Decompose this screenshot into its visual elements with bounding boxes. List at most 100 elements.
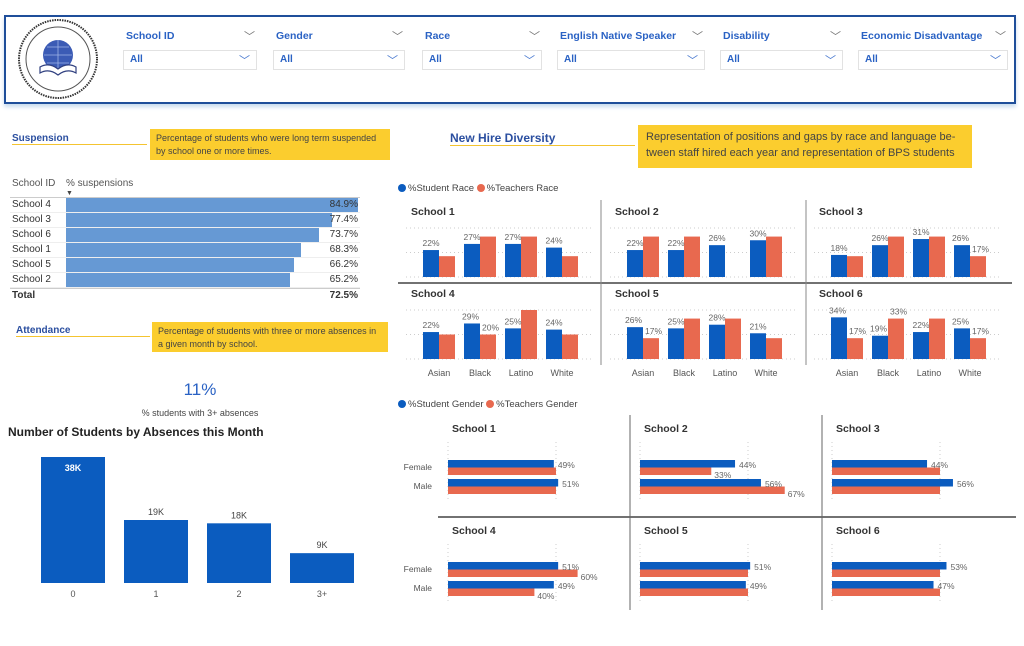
student-gender-bar bbox=[832, 562, 947, 570]
student-gender-label: 47% bbox=[938, 581, 955, 591]
slicer-collapse-chevron-icon[interactable]: ﹀ bbox=[995, 31, 1006, 43]
teacher-gender-label: 67% bbox=[788, 489, 805, 499]
teacher-race-bar bbox=[562, 256, 578, 277]
slicer-3: English Native Speaker ﹀ All ﹀ bbox=[557, 29, 705, 73]
absence-kpi-caption: % students with 3+ absences bbox=[141, 408, 259, 418]
race-panel-title: School 2 bbox=[615, 206, 659, 218]
school-logo bbox=[18, 19, 98, 99]
student-race-label: 24% bbox=[545, 236, 562, 246]
slicer-dropdown[interactable]: All ﹀ bbox=[273, 50, 405, 70]
table-row[interactable]: School 4 84.9% bbox=[10, 198, 360, 213]
student-race-label: 25% bbox=[667, 316, 684, 326]
race-axis-label: Asian bbox=[632, 368, 655, 378]
student-race-label: 22% bbox=[626, 238, 643, 248]
slicer-collapse-chevron-icon[interactable]: ﹀ bbox=[529, 31, 540, 43]
suspension-value: 65.2% bbox=[329, 274, 358, 285]
suspension-data-bar bbox=[66, 273, 291, 287]
race-axis-label: Latino bbox=[917, 368, 942, 378]
slicer-label: Disability bbox=[723, 30, 770, 42]
student-race-bar bbox=[546, 329, 562, 359]
teacher-gender-bar bbox=[448, 588, 535, 596]
student-race-bar bbox=[668, 250, 684, 277]
absence-data-label: 19K bbox=[148, 507, 164, 517]
teacher-gender-bar bbox=[640, 588, 748, 596]
teacher-race-bar bbox=[562, 334, 578, 359]
slicer-collapse-chevron-icon[interactable]: ﹀ bbox=[692, 31, 703, 43]
slicer-collapse-chevron-icon[interactable]: ﹀ bbox=[392, 31, 403, 43]
race-axis-label: Latino bbox=[509, 368, 534, 378]
teacher-race-bar bbox=[766, 338, 782, 359]
absence-bar bbox=[124, 520, 188, 583]
slicer-dropdown[interactable]: All ﹀ bbox=[557, 50, 705, 70]
absence-data-label: 9K bbox=[316, 540, 327, 550]
student-gender-bar bbox=[448, 562, 559, 570]
teacher-race-bar bbox=[684, 318, 700, 359]
student-race-bar bbox=[954, 328, 970, 359]
student-race-bar bbox=[505, 243, 521, 277]
suspension-data-bar bbox=[66, 198, 358, 212]
absence-data-label: 18K bbox=[231, 510, 247, 520]
student-gender-label: 44% bbox=[931, 460, 948, 470]
table-row[interactable]: School 6 73.7% bbox=[10, 228, 360, 243]
teacher-race-bar bbox=[643, 236, 659, 277]
slicer-value: All bbox=[727, 54, 740, 65]
slicer-value: All bbox=[429, 54, 442, 65]
student-race-bar bbox=[464, 323, 480, 359]
table-row[interactable]: School 3 77.4% bbox=[10, 213, 360, 228]
student-race-label: 18% bbox=[830, 243, 847, 253]
table-row[interactable]: School 1 68.3% bbox=[10, 243, 360, 258]
race-axis-label: White bbox=[958, 368, 981, 378]
slicer-collapse-chevron-icon[interactable]: ﹀ bbox=[830, 31, 841, 43]
slicer-label: Gender bbox=[276, 30, 313, 42]
student-race-bar bbox=[954, 245, 970, 277]
teacher-race-label: 33% bbox=[890, 307, 907, 317]
teacher-race-bar bbox=[521, 310, 537, 359]
student-race-bar bbox=[668, 328, 684, 359]
gender-axis-label: Female bbox=[404, 462, 433, 472]
table-row[interactable]: School 5 66.2% bbox=[10, 258, 360, 273]
student-gender-label: 51% bbox=[562, 479, 579, 489]
student-race-label: 30% bbox=[749, 228, 766, 238]
slicer-dropdown[interactable]: All ﹀ bbox=[858, 50, 1008, 70]
student-gender-bar bbox=[640, 479, 761, 487]
teacher-race-bar bbox=[970, 338, 986, 359]
suspension-data-bar bbox=[66, 258, 294, 272]
suspension-note: Percentage of students who were long ter… bbox=[150, 129, 390, 160]
absence-chart-title: Number of Students by Absences this Mont… bbox=[8, 425, 264, 439]
slicer-value: All bbox=[280, 54, 293, 65]
teacher-legend-dot bbox=[476, 184, 485, 192]
school-name: School 4 bbox=[12, 199, 51, 210]
col-header-suspensions[interactable]: % suspensions bbox=[66, 178, 134, 189]
student-race-bar bbox=[913, 239, 929, 277]
slicer-collapse-chevron-icon[interactable]: ﹀ bbox=[244, 31, 255, 43]
new-hire-note: Representation of positions and gaps by … bbox=[638, 125, 972, 168]
student-race-label: 27% bbox=[504, 232, 521, 242]
teacher-race-bar bbox=[439, 334, 455, 359]
suspension-data-bar bbox=[66, 213, 333, 227]
slicer-dropdown[interactable]: All ﹀ bbox=[422, 50, 542, 70]
student-race-label: 22% bbox=[912, 320, 929, 330]
suspension-data-bar bbox=[66, 228, 320, 242]
teacher-gender-bar bbox=[448, 569, 578, 577]
slicer-5: Economic Disadvantage ﹀ All ﹀ bbox=[858, 29, 1008, 73]
col-header-school-id[interactable]: School ID bbox=[12, 178, 56, 189]
student-gender-label: 49% bbox=[558, 581, 575, 591]
race-panel-title: School 3 bbox=[819, 206, 863, 218]
sort-desc-icon[interactable]: ▼ bbox=[66, 190, 73, 197]
student-gender-label: 51% bbox=[754, 562, 771, 572]
student-race-label: 26% bbox=[625, 315, 642, 325]
slicer-dropdown[interactable]: All ﹀ bbox=[720, 50, 843, 70]
slicer-value: All bbox=[564, 54, 577, 65]
race-axis-label: Black bbox=[673, 368, 696, 378]
teacher-race-bar bbox=[521, 236, 537, 277]
table-row[interactable]: School 2 65.2% bbox=[10, 273, 360, 288]
suspension-section-label: Suspension bbox=[12, 133, 147, 145]
slicer-4: Disability ﹀ All ﹀ bbox=[720, 29, 843, 73]
slicer-dropdown[interactable]: All ﹀ bbox=[123, 50, 257, 70]
slicer-2: Race ﹀ All ﹀ bbox=[422, 29, 542, 73]
absence-bar bbox=[207, 523, 271, 583]
student-race-label: 25% bbox=[952, 316, 969, 326]
filter-header bbox=[4, 15, 1016, 104]
student-race-bar bbox=[709, 245, 725, 277]
